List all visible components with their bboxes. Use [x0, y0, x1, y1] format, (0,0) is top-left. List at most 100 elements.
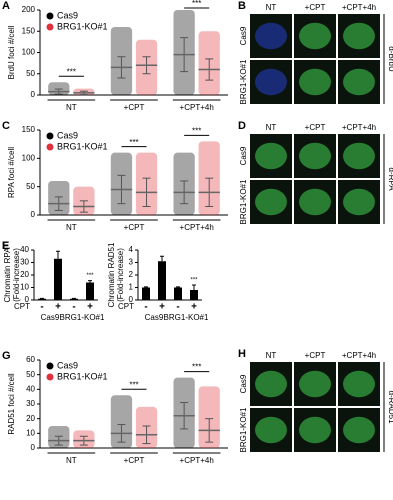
y-tick-label: 3: [129, 258, 134, 267]
x-tick-label: -: [40, 302, 43, 313]
bar: [86, 282, 94, 300]
row-label: BRG1-KO#1: [239, 59, 248, 104]
panel-letter: H: [238, 348, 246, 360]
y-axis-label: BrdU foci #/cell: [7, 25, 16, 79]
panel-letter: A: [2, 0, 10, 12]
y-axis-label: (Fold-increase): [116, 248, 125, 302]
y-tick-label: 50: [26, 370, 35, 379]
y-axis-label: (Fold-increase): [12, 248, 21, 302]
y-tick-label: 200: [22, 5, 36, 14]
x-axis-label: CPT: [118, 302, 134, 311]
y-tick-label: 10: [20, 283, 29, 292]
x-tick-label: NT: [66, 456, 77, 465]
bar: [142, 287, 150, 300]
dot-cloud: [198, 386, 220, 448]
y-axis-label: RPA foci #/cell: [7, 147, 16, 198]
legend-label: Cas9: [57, 360, 78, 370]
stain-label: α-RPA: [387, 167, 393, 191]
y-tick-label: 30: [20, 258, 29, 267]
y-tick-label: 60: [26, 355, 35, 364]
dot-cloud: [110, 395, 133, 448]
stain-label: α-RAD51: [387, 390, 393, 424]
nucleus: [255, 188, 287, 216]
row-label: BRG1-KO#1: [239, 407, 248, 452]
legend-marker: [46, 12, 54, 20]
sig-label: ***: [192, 126, 201, 135]
legend-label: Cas9: [57, 130, 78, 140]
sig-label: ***: [192, 363, 201, 372]
x-tick-label: NT: [66, 223, 77, 232]
legend-marker: [46, 143, 54, 151]
x-tick-label: -: [144, 302, 147, 313]
x-tick-label: +: [87, 302, 93, 313]
x-tick-label: +CPT: [124, 456, 145, 465]
legend-marker: [46, 362, 54, 370]
group-label: Cas9: [41, 313, 60, 322]
x-tick-label: NT: [66, 103, 77, 112]
y-tick-label: 20: [20, 270, 29, 279]
panel-letter: D: [238, 120, 246, 132]
nucleus: [343, 22, 375, 50]
group-label: BRG1-KO#1: [60, 313, 105, 322]
x-tick-label: +CPT: [124, 223, 145, 232]
y-axis-label: Chromatin RPA: [3, 247, 12, 303]
nucleus: [299, 68, 331, 96]
nucleus: [299, 370, 331, 398]
y-tick-label: 150: [22, 26, 36, 35]
nucleus: [299, 416, 331, 444]
y-tick-label: 0: [31, 210, 36, 219]
bar: [54, 258, 62, 300]
y-tick-label: 0: [31, 90, 36, 99]
column-label: +CPT+4h: [342, 123, 376, 132]
legend-label: BRG1-KO#1: [57, 21, 108, 31]
row-label: Cas9: [239, 146, 248, 165]
x-tick-label: +CPT+4h: [180, 223, 214, 232]
nucleus: [255, 416, 287, 444]
x-axis-label: CPT: [14, 302, 30, 311]
sig-label: ***: [67, 67, 76, 76]
nucleus: [299, 142, 331, 170]
stain-label: α-BrdU: [387, 46, 393, 72]
x-tick-label: -: [176, 302, 179, 313]
y-tick-label: 40: [20, 245, 29, 254]
panel-letter: F: [2, 240, 9, 252]
x-tick-label: -: [72, 302, 75, 313]
column-label: NT: [266, 351, 277, 360]
x-tick-label: +CPT+4h: [180, 103, 214, 112]
y-tick-label: 4: [129, 245, 134, 254]
sig-label: ***: [129, 380, 138, 389]
nucleus: [343, 188, 375, 216]
sig-label: ***: [190, 278, 198, 284]
legend-label: BRG1-KO#1: [57, 141, 108, 151]
bar: [174, 287, 182, 300]
row-label: Cas9: [239, 374, 248, 393]
group-label: BRG1-KO#1: [164, 313, 209, 322]
panel-letter: G: [2, 350, 11, 362]
legend-marker: [46, 132, 54, 140]
column-label: +CPT+4h: [342, 3, 376, 12]
column-label: +CPT: [305, 351, 326, 360]
sig-label: ***: [192, 0, 201, 8]
nucleus: [343, 142, 375, 170]
y-tick-label: 0: [129, 295, 134, 304]
column-label: NT: [266, 3, 277, 12]
bar: [70, 298, 78, 300]
legend-marker: [46, 23, 54, 31]
y-tick-label: 100: [22, 48, 36, 57]
nucleus: [343, 370, 375, 398]
nucleus: [343, 68, 375, 96]
x-tick-label: +: [55, 302, 61, 313]
nucleus: [255, 68, 287, 96]
nucleus: [299, 188, 331, 216]
y-tick-label: 150: [22, 125, 36, 134]
row-label: BRG1-KO#1: [239, 179, 248, 224]
column-label: +CPT+4h: [342, 351, 376, 360]
x-tick-label: +: [191, 302, 197, 313]
x-tick-label: +CPT+4h: [180, 456, 214, 465]
x-tick-label: +: [159, 302, 165, 313]
column-label: +CPT: [305, 123, 326, 132]
legend-marker: [46, 373, 54, 381]
sig-label: ***: [129, 138, 138, 147]
